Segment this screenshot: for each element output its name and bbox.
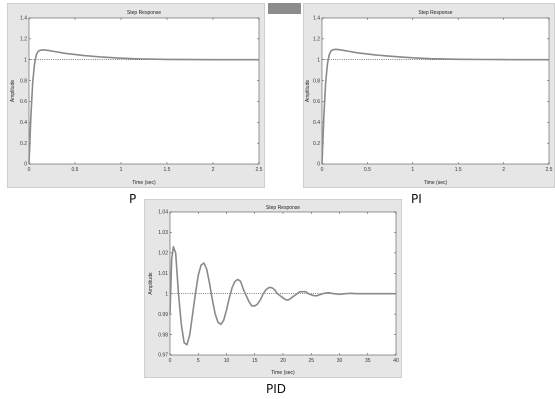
x-tick-label: 1 — [120, 167, 123, 173]
y-tick-label: 1.4 — [20, 16, 27, 22]
plot-area — [169, 211, 397, 356]
x-tick-label: 35 — [365, 358, 371, 364]
y-tick-label: 1.01 — [158, 271, 168, 277]
caption-p: P — [129, 192, 137, 206]
x-axis-label: Time (sec) — [424, 180, 448, 186]
x-axis-label: Time (sec) — [132, 180, 156, 186]
y-tick-label: 0.8 — [20, 78, 27, 84]
y-tick-label: 1.03 — [158, 230, 168, 236]
y-tick-label: 0 — [24, 162, 27, 168]
x-tick-label: 0 — [321, 167, 324, 173]
y-tick-label: 0.98 — [158, 332, 168, 338]
x-tick-label: 5 — [197, 358, 200, 364]
x-axis-label: Time (sec) — [271, 370, 295, 376]
x-tick-label: 2.5 — [256, 167, 263, 173]
y-tick-label: 1.2 — [20, 37, 27, 43]
step-response-line — [28, 49, 259, 165]
y-tick-label: 0.8 — [313, 78, 320, 84]
chart-title: Step Response — [127, 10, 161, 16]
x-tick-label: 30 — [337, 358, 343, 364]
y-tick-label: 0.4 — [313, 120, 320, 126]
y-tick-label: 0.99 — [158, 312, 168, 318]
x-tick-label: 2.5 — [546, 167, 553, 173]
y-axis-label: Amplitude — [148, 272, 154, 294]
plot-area — [28, 17, 260, 165]
x-tick-label: 2 — [502, 167, 505, 173]
y-tick-label: 1.2 — [313, 37, 320, 43]
step-response-chart-pi: Step Response 0 0.5 1 1.5 2 2.5 0 0.2 0.4 0.6 0.8 1 1… — [305, 10, 553, 186]
caption-pi: PI — [411, 192, 422, 206]
chart-title: Step Response — [266, 205, 300, 211]
chart-panel-p: Step Response 0 0.5 1 1.5 2 2.5 0 0.2 0.4 0.6 0.8 1 1… — [7, 3, 265, 188]
x-tick-label: 0 — [169, 358, 172, 364]
y-tick-label: 1 — [24, 57, 27, 63]
step-response-chart-p: Step Response 0 0.5 1 1.5 2 2.5 0 0.2 0.4 0.6 0.8 1 1… — [10, 10, 263, 186]
y-tick-label: 0.2 — [20, 141, 27, 147]
y-tick-label: 1 — [317, 57, 320, 63]
y-tick-label: 1.4 — [313, 16, 320, 22]
x-tick-label: 40 — [393, 358, 399, 364]
x-tick-label: 10 — [224, 358, 230, 364]
x-tick-label: 2 — [212, 167, 215, 173]
x-tick-label: 1 — [411, 167, 414, 173]
y-tick-label: 1.02 — [158, 251, 168, 257]
title-bar-fragment — [268, 3, 301, 14]
y-tick-label: 0 — [317, 162, 320, 168]
x-tick-label: 0.5 — [364, 167, 371, 173]
step-response-line — [321, 48, 549, 165]
y-tick-label: 0.2 — [313, 141, 320, 147]
y-tick-label: 0.6 — [20, 99, 27, 105]
x-tick-label: 0.5 — [72, 167, 79, 173]
x-tick-label: 15 — [252, 358, 258, 364]
y-axis-label: Amplitude — [305, 80, 311, 102]
y-tick-label: 0.4 — [20, 120, 27, 126]
x-tick-label: 1.5 — [455, 167, 462, 173]
x-tick-label: 20 — [280, 358, 286, 364]
x-tick-label: 0 — [28, 167, 31, 173]
y-tick-label: 0.6 — [313, 99, 320, 105]
plot-area — [321, 17, 550, 165]
x-tick-label: 25 — [308, 358, 314, 364]
y-tick-label: 1 — [165, 291, 168, 297]
y-tick-label: 1.04 — [158, 210, 168, 216]
caption-pid: PID — [266, 382, 287, 396]
step-response-line — [169, 245, 396, 346]
chart-title: Step Response — [418, 10, 452, 16]
chart-panel-pid: Step Response 0 5 10 15 20 25 30 35 40 0.97 0.98 0.9… — [144, 199, 402, 378]
chart-panel-pi: Step Response 0 0.5 1 1.5 2 2.5 0 0.2 0.4 0.6 0.8 1 1… — [303, 3, 555, 188]
y-tick-label: 0.97 — [158, 353, 168, 359]
x-tick-label: 1.5 — [164, 167, 171, 173]
step-response-chart-pid: Step Response 0 5 10 15 20 25 30 35 40 0.97 0.98 0.9… — [148, 205, 399, 376]
y-axis-label: Amplitude — [10, 80, 16, 102]
